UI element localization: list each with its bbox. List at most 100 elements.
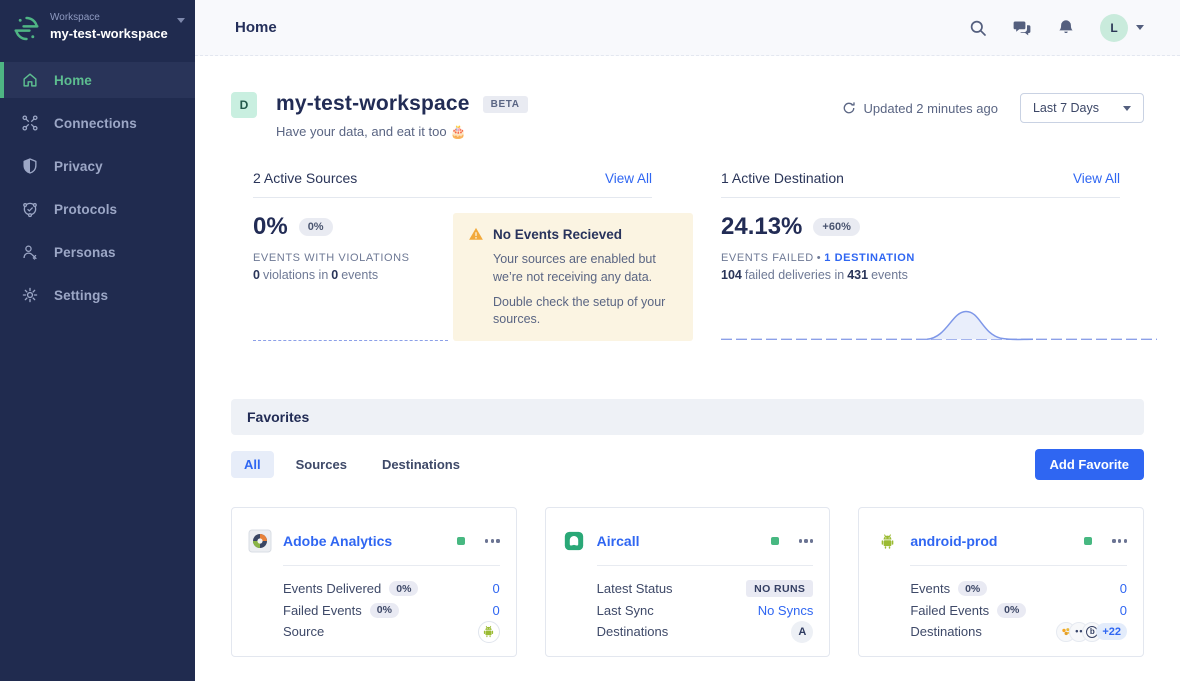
favorites-cards: Adobe Analytics Events Delivered 0% 0 Fa… <box>231 507 1145 657</box>
card-row: Events Delivered 0% 0 <box>283 578 500 600</box>
failed-events-delta-badge: +60% <box>813 218 860 236</box>
warning-body-line1: Your sources are enabled but we’re not r… <box>493 252 656 284</box>
favorites-title: Favorites <box>247 409 310 425</box>
failed-events-sparkline <box>721 310 1157 341</box>
favorite-card-adobe-analytics: Adobe Analytics Events Delivered 0% 0 Fa… <box>231 507 517 657</box>
row-label: Failed Events <box>910 602 990 618</box>
violations-detail: 0 violations in 0 events <box>253 268 379 282</box>
personas-icon <box>21 243 39 261</box>
card-title-link[interactable]: android-prod <box>910 533 998 549</box>
tab-all[interactable]: All <box>231 451 274 478</box>
card-row: Source <box>283 620 500 643</box>
favorites-header: Favorites <box>231 399 1144 435</box>
kebab-menu-icon[interactable] <box>798 539 814 543</box>
page-content: D my-test-workspace BETA Have your data,… <box>195 56 1180 681</box>
topbar: Home L <box>195 0 1180 56</box>
segment-logo-icon <box>13 15 40 42</box>
tab-destinations[interactable]: Destinations <box>381 457 460 472</box>
status-dot <box>457 537 466 545</box>
bell-icon[interactable] <box>1056 18 1076 38</box>
sidebar-item-label: Protocols <box>54 201 118 217</box>
row-label: Source <box>283 624 325 640</box>
android-source-icon[interactable] <box>477 620 500 643</box>
tab-sources[interactable]: Sources <box>295 457 347 472</box>
sidebar-item-label: Privacy <box>54 158 103 174</box>
sidebar-item-settings[interactable]: Settings <box>0 277 195 313</box>
favorite-card-aircall: Aircall Latest Status NO RUNS Last Sync … <box>544 507 831 657</box>
row-label: Latest Status <box>596 581 673 597</box>
sidebar-item-label: Settings <box>54 287 109 303</box>
violations-label: EVENTS WITH VIOLATIONS <box>253 252 410 264</box>
row-value-link[interactable]: 0 <box>1119 602 1128 618</box>
card-row: Destinations <box>910 621 1128 643</box>
row-label: Destinations <box>910 624 982 640</box>
chat-icon[interactable] <box>1012 18 1032 38</box>
sidebar-item-protocols[interactable]: Protocols <box>0 191 195 227</box>
android-icon <box>875 529 899 553</box>
destinations-panel: 1 Active Destination View All 24.13% +60… <box>721 170 1157 341</box>
avatar[interactable]: L <box>1100 13 1128 42</box>
sidebar-item-connections[interactable]: Connections <box>0 105 195 141</box>
percent-badge: 0% <box>389 581 419 597</box>
workspace-switcher[interactable]: Workspace my-test-workspace <box>0 0 195 58</box>
gear-icon <box>21 286 39 304</box>
warning-icon <box>468 226 484 242</box>
more-destinations-badge[interactable]: +22 <box>1096 623 1128 641</box>
refresh-icon[interactable] <box>842 101 856 115</box>
chevron-down-icon <box>1123 105 1131 111</box>
user-menu[interactable]: L <box>1100 13 1144 42</box>
sidebar-item-privacy[interactable]: Privacy <box>0 148 195 184</box>
divider <box>253 197 652 198</box>
chevron-down-icon <box>177 18 185 23</box>
divider <box>283 565 500 566</box>
card-row: Events 0% 0 <box>910 578 1127 600</box>
destination-avatar-stack[interactable]: •• b +22 <box>1056 621 1128 642</box>
row-value-link[interactable]: 0 <box>492 581 500 597</box>
row-value-link[interactable]: 0 <box>492 602 500 618</box>
sources-view-all-link[interactable]: View All <box>604 170 652 186</box>
destinations-heading: 1 Active Destination <box>721 170 844 186</box>
violations-sparkline <box>253 340 448 341</box>
sidebar: Workspace my-test-workspace Home <box>0 0 195 681</box>
date-range-select[interactable]: Last 7 Days <box>1019 93 1144 123</box>
workspace-title: my-test-workspace <box>276 92 470 115</box>
card-title-link[interactable]: Aircall <box>596 533 640 549</box>
kebab-menu-icon[interactable] <box>485 539 500 543</box>
no-runs-badge: NO RUNS <box>746 580 814 598</box>
destination-avatar[interactable]: A <box>791 620 814 643</box>
row-label: Failed Events <box>283 602 362 618</box>
sidebar-item-personas[interactable]: Personas <box>0 234 195 270</box>
kebab-menu-icon[interactable] <box>1112 539 1128 543</box>
row-value-link[interactable]: 0 <box>1119 581 1128 597</box>
row-value-link[interactable]: No Syncs <box>757 602 814 618</box>
divider <box>721 197 1120 198</box>
sidebar-item-home[interactable]: Home <box>0 62 195 98</box>
violations-delta-badge: 0% <box>298 218 333 236</box>
sidebar-nav: Home Connections <box>0 62 195 320</box>
workspace-header: D my-test-workspace BETA Have your data,… <box>231 92 1144 140</box>
events-count: 0 <box>331 268 339 282</box>
card-row: Failed Events 0% 0 <box>283 600 500 622</box>
updated-status[interactable]: Updated 2 minutes ago <box>842 101 998 116</box>
workspace-name: my-test-workspace <box>50 26 168 41</box>
add-favorite-button[interactable]: Add Favorite <box>1034 449 1144 480</box>
percent-badge: 0% <box>997 602 1027 618</box>
destination-link[interactable]: 1 DESTINATION <box>824 252 915 264</box>
no-events-warning: No Events Recieved Your sources are enab… <box>453 213 693 341</box>
connections-icon <box>21 114 39 132</box>
violations-count: 0 <box>253 268 260 282</box>
search-icon[interactable] <box>968 18 988 38</box>
violations-value: 0% <box>253 213 288 240</box>
failed-events-detail: 104 failed deliveries in 431 events <box>721 268 908 282</box>
card-title-link[interactable]: Adobe Analytics <box>283 533 393 549</box>
divider <box>910 565 1128 566</box>
favorites-controls: All Sources Destinations Add Favorite <box>231 449 1144 480</box>
row-label: Events <box>910 581 951 597</box>
row-label: Last Sync <box>596 602 654 618</box>
status-dot <box>770 537 779 545</box>
workspace-avatar: D <box>231 92 257 118</box>
updated-text: Updated 2 minutes ago <box>863 100 998 116</box>
adobe-analytics-icon <box>248 529 272 553</box>
destinations-view-all-link[interactable]: View All <box>1072 170 1120 186</box>
